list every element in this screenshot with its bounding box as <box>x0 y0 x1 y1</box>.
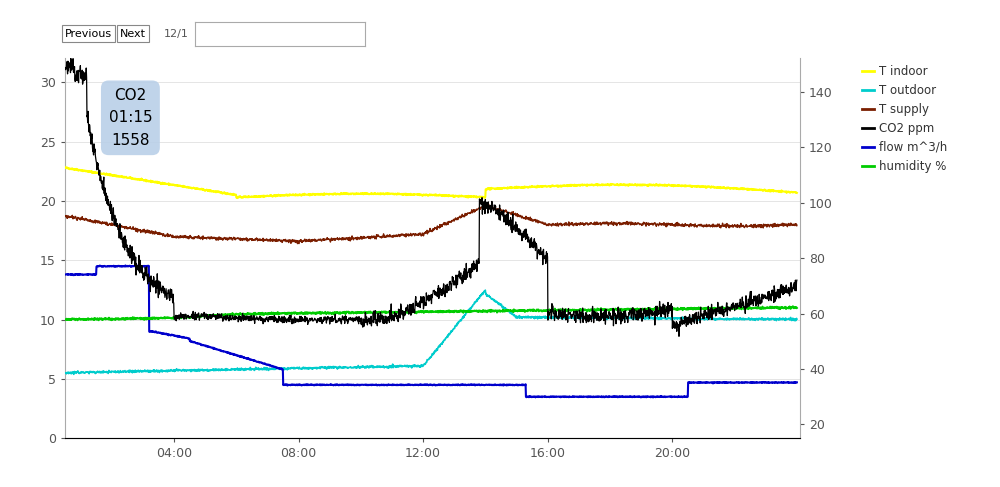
Text: 12/1: 12/1 <box>164 29 189 39</box>
Text: CO2
01:15
1558: CO2 01:15 1558 <box>109 88 152 148</box>
Legend: T indoor, T outdoor, T supply, CO2 ppm, flow m^3/h, humidity %: T indoor, T outdoor, T supply, CO2 ppm, … <box>857 60 952 177</box>
Text: Previous: Previous <box>65 29 112 39</box>
Text: Next: Next <box>120 29 146 39</box>
